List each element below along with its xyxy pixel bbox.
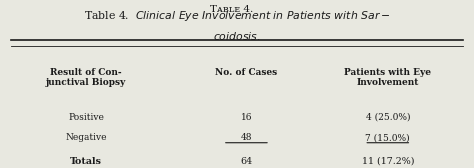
Text: Negative: Negative — [65, 133, 107, 142]
Text: Totals: Totals — [70, 157, 102, 166]
Text: Patients with Eye
Involvement: Patients with Eye Involvement — [344, 68, 431, 88]
Text: 48: 48 — [241, 133, 252, 142]
Text: Tᴀʙʟᴇ 4.: Tᴀʙʟᴇ 4. — [210, 5, 264, 14]
Text: No. of Cases: No. of Cases — [215, 68, 277, 77]
Text: $\it{coidosis.}$: $\it{coidosis.}$ — [213, 30, 261, 42]
Text: 7 (15.0%): 7 (15.0%) — [365, 133, 410, 142]
Text: Positive: Positive — [68, 113, 104, 122]
Text: 64: 64 — [240, 157, 253, 166]
Text: Table 4.  $\it{Clinical\ Eye\ Involvement\ in\ Patients\ with\ Sar-}$: Table 4. $\it{Clinical\ Eye\ Involvement… — [84, 9, 390, 23]
Text: 16: 16 — [241, 113, 252, 122]
Text: Result of Con-
junctival Biopsy: Result of Con- junctival Biopsy — [46, 68, 127, 88]
Text: 11 (17.2%): 11 (17.2%) — [362, 157, 414, 166]
Text: 4 (25.0%): 4 (25.0%) — [365, 113, 410, 122]
